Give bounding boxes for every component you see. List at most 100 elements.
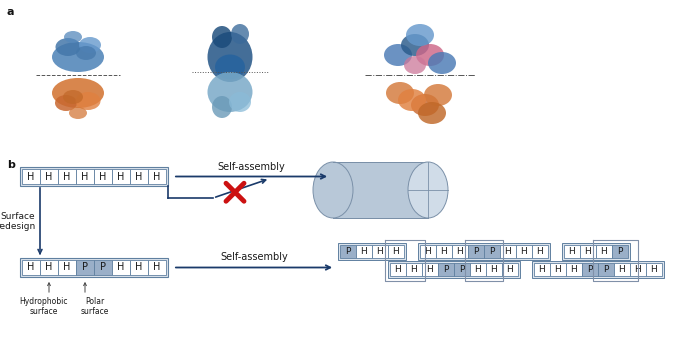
Ellipse shape xyxy=(79,37,101,53)
Text: H: H xyxy=(377,247,384,256)
Text: H: H xyxy=(136,262,142,272)
Text: H: H xyxy=(393,247,399,256)
Text: H: H xyxy=(571,265,577,274)
Bar xyxy=(58,260,76,275)
Text: H: H xyxy=(63,172,71,182)
Text: H: H xyxy=(457,247,463,256)
Bar xyxy=(582,263,598,276)
Ellipse shape xyxy=(215,55,245,79)
Ellipse shape xyxy=(55,95,77,111)
Ellipse shape xyxy=(411,94,439,116)
Bar xyxy=(454,263,470,276)
Bar xyxy=(580,245,596,258)
Bar xyxy=(130,260,148,275)
Text: H: H xyxy=(538,265,545,274)
Text: H: H xyxy=(651,265,658,274)
Text: H: H xyxy=(117,262,125,272)
Text: H: H xyxy=(136,172,142,182)
Bar xyxy=(562,243,630,260)
Text: H: H xyxy=(569,247,575,256)
Ellipse shape xyxy=(428,52,456,74)
Text: P: P xyxy=(587,265,593,274)
Bar xyxy=(76,169,94,184)
Text: H: H xyxy=(490,265,497,274)
Text: H: H xyxy=(555,265,562,274)
Bar xyxy=(566,263,582,276)
Text: P: P xyxy=(443,265,449,274)
Text: H: H xyxy=(82,172,88,182)
Bar xyxy=(532,245,548,258)
Text: H: H xyxy=(360,247,367,256)
Text: H: H xyxy=(410,265,417,274)
Ellipse shape xyxy=(63,90,83,104)
Bar xyxy=(470,263,486,276)
Bar xyxy=(356,245,372,258)
Bar xyxy=(58,169,76,184)
Ellipse shape xyxy=(404,56,426,74)
Text: H: H xyxy=(27,172,35,182)
Text: H: H xyxy=(45,262,53,272)
Bar xyxy=(112,169,130,184)
Text: H: H xyxy=(601,247,608,256)
Text: H: H xyxy=(27,262,35,272)
Text: H: H xyxy=(153,172,161,182)
Text: H: H xyxy=(45,172,53,182)
Ellipse shape xyxy=(418,102,446,124)
Bar xyxy=(420,245,436,258)
Bar xyxy=(148,169,166,184)
Text: P: P xyxy=(100,262,106,272)
Ellipse shape xyxy=(208,32,253,82)
Text: H: H xyxy=(634,265,641,274)
Bar xyxy=(468,245,484,258)
Bar xyxy=(502,263,518,276)
Text: Self-assembly: Self-assembly xyxy=(218,161,286,172)
Bar xyxy=(614,263,630,276)
Ellipse shape xyxy=(212,96,232,118)
Text: H: H xyxy=(117,172,125,182)
Bar xyxy=(388,245,404,258)
Ellipse shape xyxy=(55,38,81,56)
Text: H: H xyxy=(427,265,434,274)
Ellipse shape xyxy=(231,24,249,44)
Bar xyxy=(532,261,664,278)
Bar xyxy=(76,260,94,275)
Text: P: P xyxy=(460,265,464,274)
Bar xyxy=(596,245,612,258)
Bar xyxy=(646,263,662,276)
Ellipse shape xyxy=(75,92,101,110)
Bar xyxy=(564,245,580,258)
Bar xyxy=(40,260,58,275)
Bar xyxy=(372,245,388,258)
Text: P: P xyxy=(345,247,351,256)
Ellipse shape xyxy=(76,46,96,60)
Bar xyxy=(22,260,40,275)
Ellipse shape xyxy=(398,89,426,111)
Text: P: P xyxy=(617,247,623,256)
Text: H: H xyxy=(440,247,447,256)
Ellipse shape xyxy=(229,92,251,112)
Bar xyxy=(484,245,500,258)
Bar xyxy=(598,263,614,276)
Bar xyxy=(534,263,550,276)
Ellipse shape xyxy=(208,72,253,112)
Bar xyxy=(40,169,58,184)
Bar xyxy=(390,263,406,276)
Text: b: b xyxy=(7,160,15,170)
Bar xyxy=(486,263,502,276)
Bar xyxy=(22,169,40,184)
Text: a: a xyxy=(7,7,14,17)
Ellipse shape xyxy=(408,162,448,218)
Text: H: H xyxy=(153,262,161,272)
Bar xyxy=(500,245,516,258)
Text: H: H xyxy=(395,265,401,274)
Bar xyxy=(20,167,168,186)
Text: P: P xyxy=(82,262,88,272)
Bar xyxy=(340,245,356,258)
Bar xyxy=(333,162,428,218)
Text: Polar
surface: Polar surface xyxy=(81,297,109,316)
Ellipse shape xyxy=(384,44,412,66)
Bar xyxy=(94,260,112,275)
Text: H: H xyxy=(475,265,482,274)
Bar xyxy=(612,245,628,258)
Bar xyxy=(516,245,532,258)
